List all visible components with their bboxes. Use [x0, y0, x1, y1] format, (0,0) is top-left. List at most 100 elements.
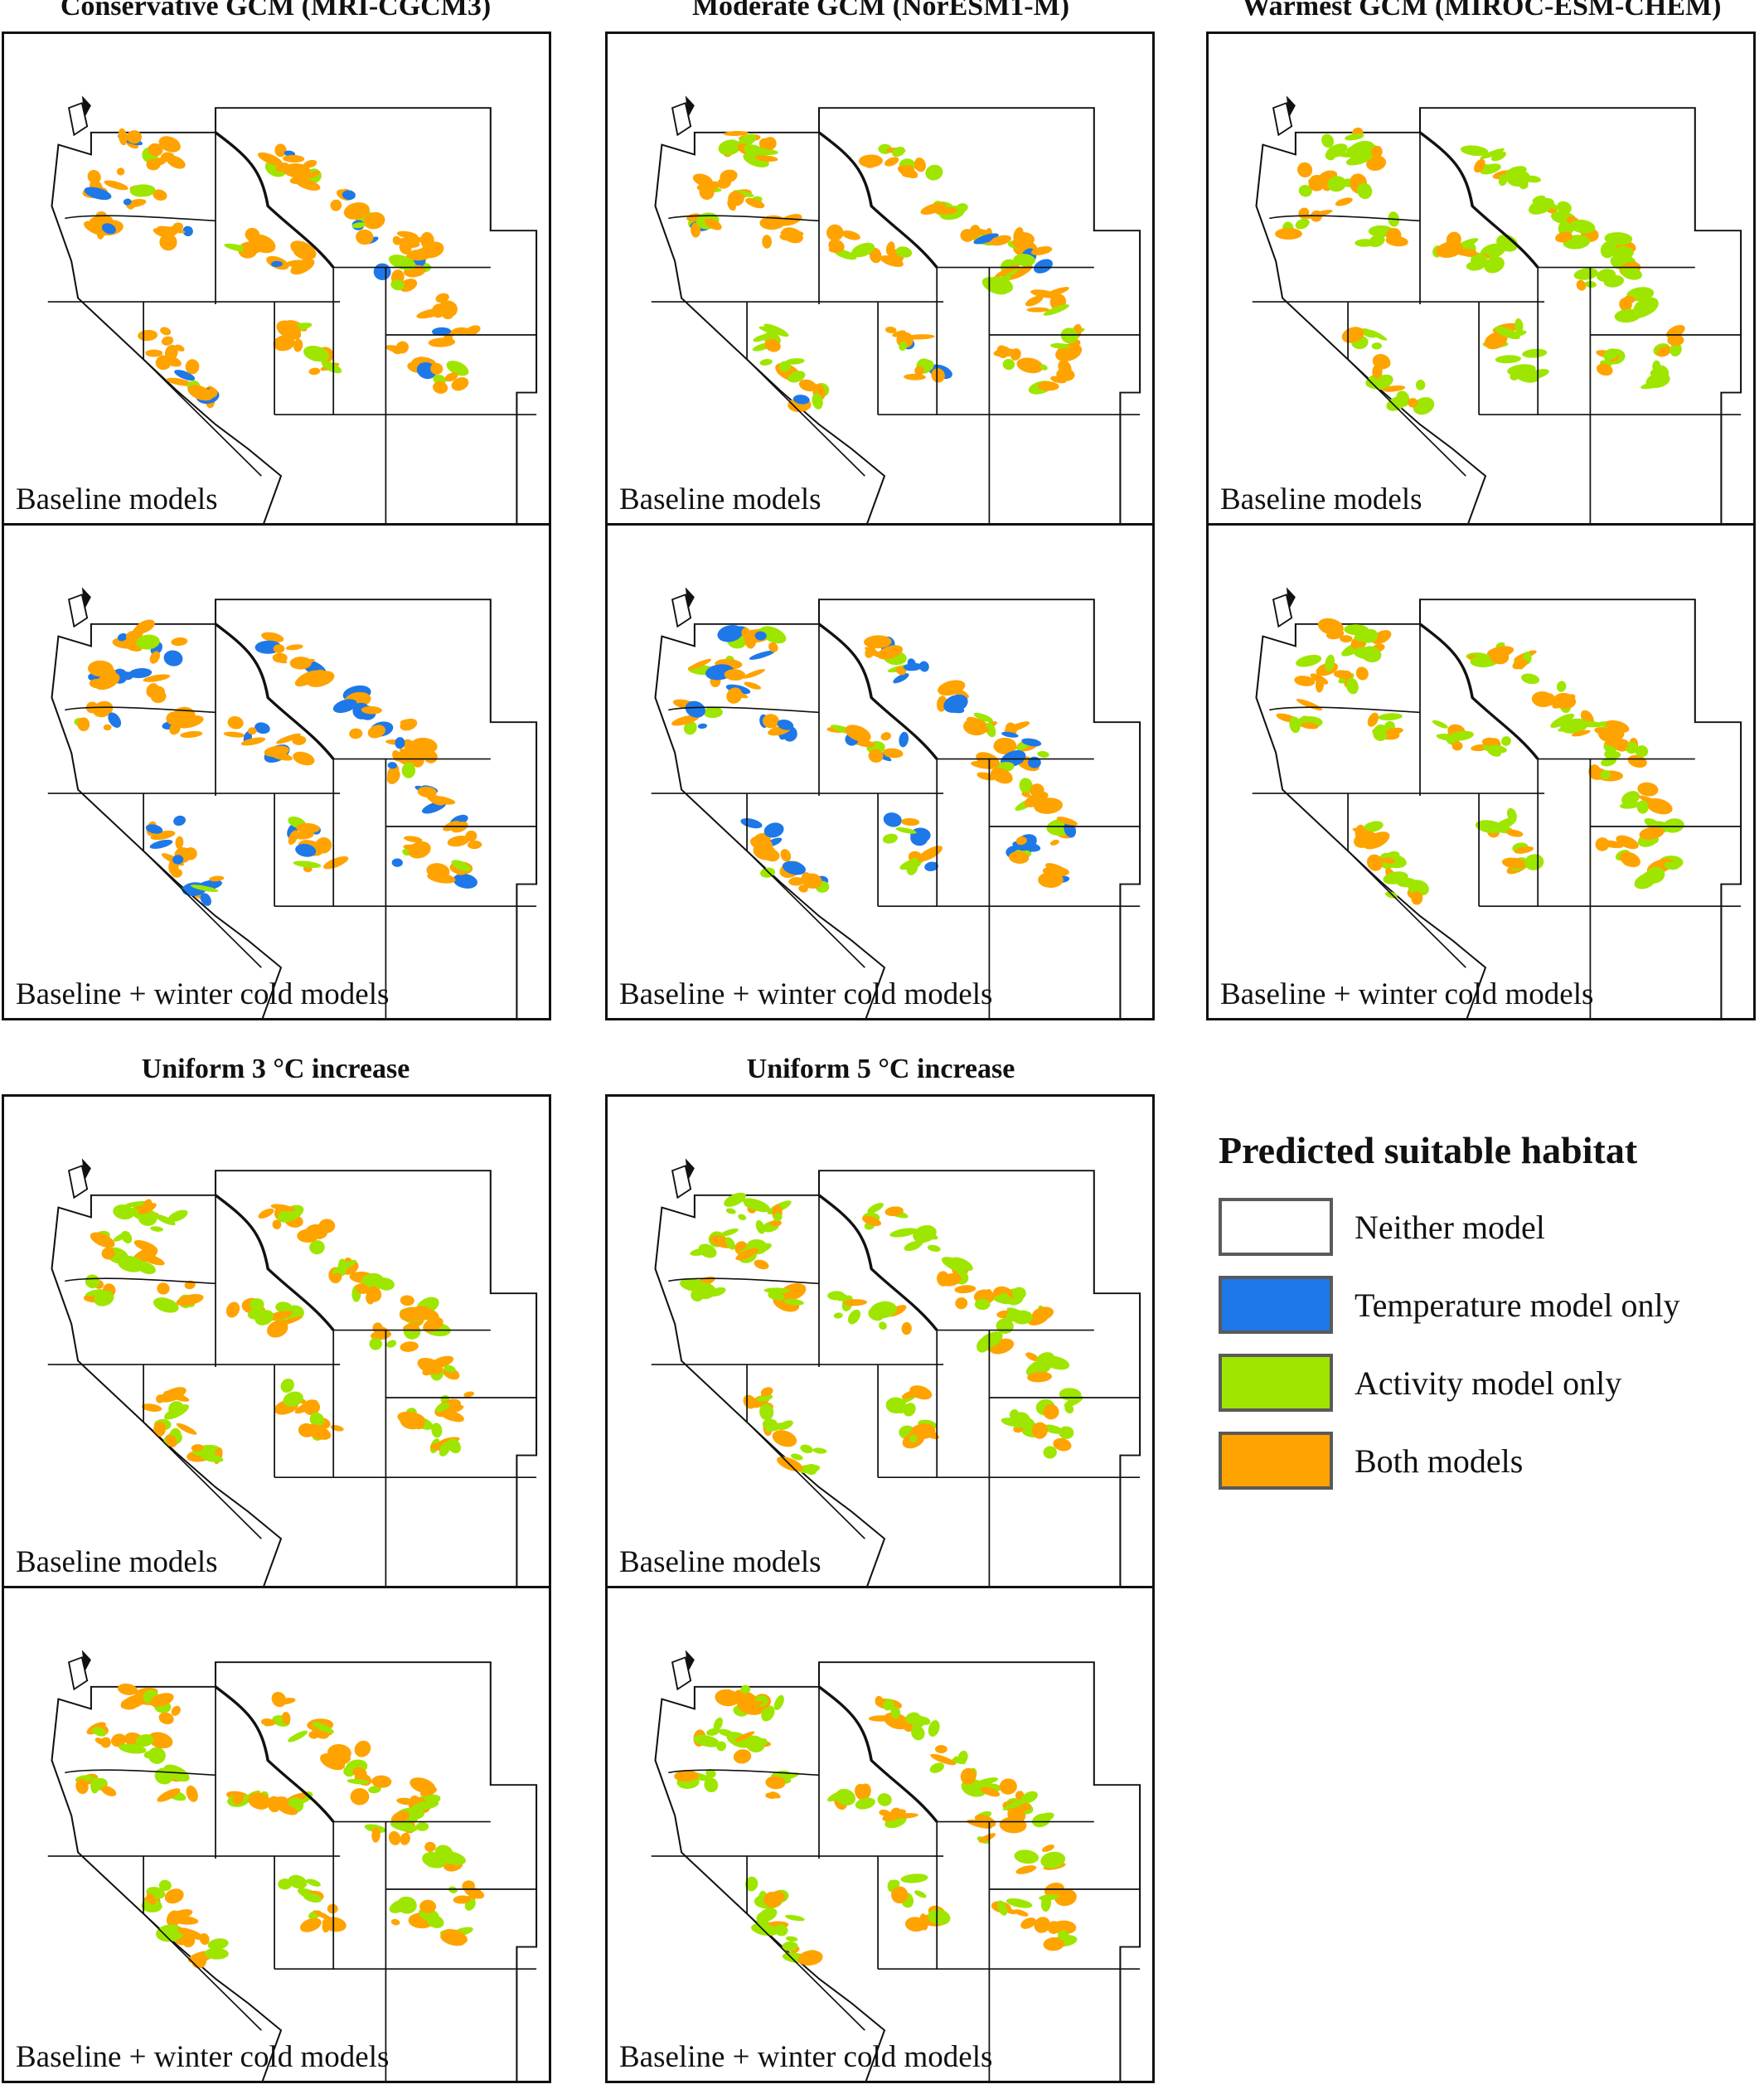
habitat-patch	[900, 165, 915, 177]
habitat-patch	[124, 1200, 150, 1208]
habitat-patch	[163, 1404, 189, 1420]
habitat-patch	[128, 667, 153, 679]
habitat-patch	[1370, 145, 1383, 159]
habitat-patch	[1664, 861, 1679, 870]
habitat-patch	[186, 1785, 198, 1802]
habitat-patch	[1049, 839, 1059, 846]
habitat-patch	[903, 1403, 916, 1417]
habitat-patch	[187, 385, 213, 401]
habitat-patch	[1298, 185, 1312, 197]
habitat-patch	[157, 1788, 181, 1802]
habitat-patch	[223, 731, 245, 738]
habitat-patch	[453, 1895, 471, 1904]
habitat-patch	[812, 1447, 827, 1454]
habitat-patch	[171, 868, 182, 878]
habitat-patch	[371, 1775, 392, 1788]
habitat-patch	[1296, 654, 1322, 667]
habitat-patch	[743, 144, 767, 158]
habitat-patch	[895, 666, 907, 676]
habitat-patch	[1369, 235, 1385, 248]
habitat-patch	[1310, 673, 1329, 685]
legend-label: Activity model only	[1354, 1364, 1622, 1402]
habitat-patch	[355, 1283, 369, 1294]
habitat-patch	[1603, 348, 1618, 361]
habitat-patch	[790, 1453, 803, 1461]
western-us-map	[47, 95, 538, 523]
habitat-patch	[724, 1192, 746, 1207]
legend-swatch-temperature-only	[1219, 1276, 1333, 1334]
habitat-patch	[418, 743, 432, 755]
habitat-patch	[1034, 1917, 1050, 1933]
habitat-patch	[297, 1229, 319, 1243]
habitat-patch	[754, 1259, 769, 1270]
habitat-patch	[703, 706, 724, 719]
map-panel-moderate-baseline: Baseline models	[605, 32, 1155, 526]
habitat-patch	[403, 747, 426, 755]
habitat-patch	[826, 224, 844, 241]
panel-label: Baseline models	[1220, 482, 1422, 516]
habitat-patch	[120, 1694, 148, 1709]
habitat-patch	[1501, 857, 1527, 869]
habitat-patch	[798, 885, 808, 893]
map-panel-uniform-3c-winter-cold: Baseline + winter cold models	[2, 1586, 551, 2083]
habitat-patch	[116, 167, 125, 176]
habitat-patch	[889, 1879, 900, 1888]
habitat-patch	[134, 619, 155, 634]
western-us-map	[1252, 587, 1742, 1018]
habitat-patch	[1344, 624, 1369, 636]
habitat-patch	[108, 712, 122, 728]
habitat-patch	[1043, 1936, 1065, 1951]
habitat-patch	[330, 199, 342, 211]
habitat-patch	[101, 223, 116, 235]
habitat-patch	[158, 1712, 174, 1725]
habitat-patch	[991, 768, 1013, 784]
habitat-patch	[1040, 364, 1048, 371]
habitat-patch	[250, 1298, 264, 1311]
habitat-patch	[408, 841, 431, 859]
habitat-patch	[880, 255, 904, 268]
habitat-patch	[1471, 252, 1488, 269]
habitat-patch	[278, 1698, 296, 1705]
habitat-patch	[1620, 801, 1641, 809]
habitat-patch	[396, 237, 420, 249]
habitat-patch	[296, 822, 320, 834]
habitat-patch	[1498, 173, 1508, 187]
habitat-patch	[278, 1804, 298, 1815]
habitat-patch	[1637, 782, 1659, 797]
habitat-patch	[744, 1200, 763, 1209]
habitat-patch	[738, 133, 757, 147]
habitat-patch	[141, 1403, 162, 1413]
habitat-patch	[400, 1341, 419, 1352]
habitat-patch	[1531, 691, 1554, 708]
habitat-patch	[1053, 1437, 1072, 1452]
habitat-patch	[352, 1767, 367, 1778]
habitat-patch	[757, 1393, 773, 1402]
habitat-patch	[1002, 1799, 1028, 1810]
habitat-patch	[153, 228, 175, 239]
habitat-patch	[1340, 635, 1353, 642]
habitat-patch	[1044, 1883, 1064, 1898]
habitat-patch	[164, 344, 178, 361]
habitat-patch	[166, 711, 182, 725]
habitat-patch	[293, 860, 322, 869]
habitat-patch	[87, 169, 101, 184]
habitat-patch	[928, 1909, 951, 1926]
habitat-patch	[990, 235, 1011, 246]
habitat-patch	[901, 1321, 912, 1335]
habitat-patch	[740, 1684, 751, 1694]
habitat-patch	[371, 1827, 380, 1843]
habitat-patch	[1325, 151, 1335, 161]
habitat-patch	[434, 1844, 453, 1860]
habitat-patch	[883, 1699, 894, 1711]
habitat-patch	[1007, 1808, 1018, 1824]
habitat-patch	[169, 722, 181, 735]
habitat-patch	[891, 146, 905, 158]
legend-item-neither: Neither model	[1219, 1197, 1749, 1257]
habitat-patch	[868, 749, 884, 763]
habitat-patch	[1604, 741, 1629, 748]
habitat-patch	[754, 631, 767, 641]
habitat-patch	[1301, 715, 1309, 722]
habitat-patch	[1044, 287, 1069, 298]
habitat-patch	[1372, 364, 1383, 379]
habitat-patch	[693, 1734, 720, 1747]
